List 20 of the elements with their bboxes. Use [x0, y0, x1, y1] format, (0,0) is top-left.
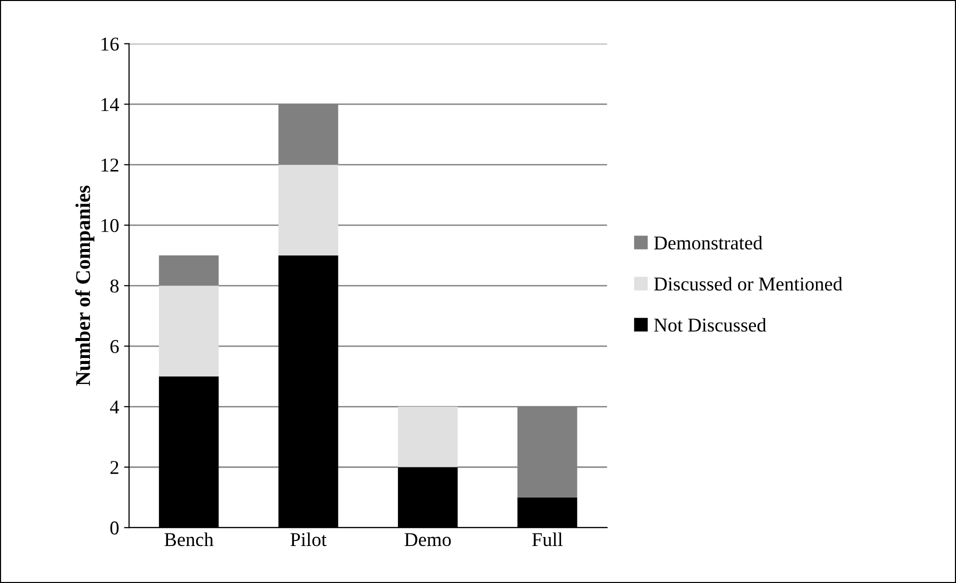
y-tick-label: 16: [102, 38, 119, 51]
y-tick-label: 2: [110, 461, 118, 474]
bar: [398, 406, 458, 468]
x-tick-label: Full: [532, 532, 563, 546]
y-tick-label: 10: [102, 219, 119, 232]
y-tick-label: 14: [102, 98, 120, 111]
legend-label: Demonstrated: [654, 236, 762, 250]
y-tick-label: 4: [110, 400, 120, 414]
x-tick-label: Demo: [404, 533, 451, 546]
y-tick-label: 0: [110, 521, 119, 535]
y-tick-label: 12: [102, 158, 118, 172]
bar: [278, 164, 338, 256]
y-axis-title: Number of Companies: [75, 186, 94, 386]
legend-label: Discussed or Mentioned: [654, 276, 842, 291]
x-tick-label: Pilot: [290, 532, 327, 546]
legend-label: Not Discussed: [654, 318, 766, 332]
x-tick-label: Bench: [164, 532, 214, 546]
y-tick-label: 8: [110, 279, 119, 293]
y-tick-label: 6: [110, 340, 119, 354]
bar: [158, 286, 219, 376]
